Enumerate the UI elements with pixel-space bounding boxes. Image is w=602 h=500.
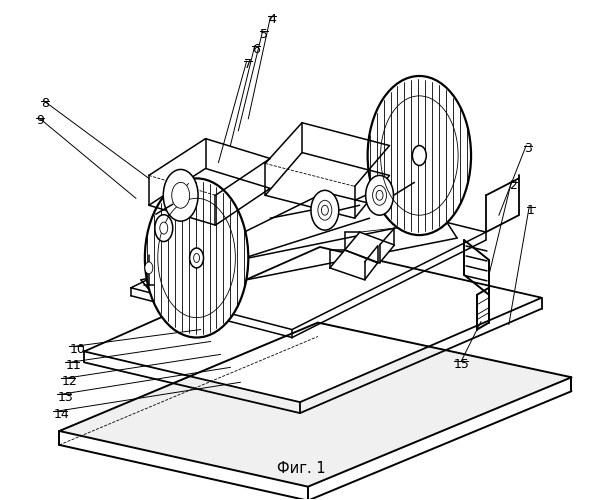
Text: 15: 15 (454, 358, 470, 371)
Text: 14: 14 (54, 408, 69, 420)
Text: 6: 6 (252, 42, 260, 56)
Text: 11: 11 (65, 359, 81, 372)
Text: Фиг. 1: Фиг. 1 (277, 462, 325, 476)
Ellipse shape (145, 178, 248, 338)
Text: 7: 7 (244, 58, 252, 70)
Text: 9: 9 (37, 114, 45, 127)
Ellipse shape (194, 254, 200, 262)
Text: 12: 12 (61, 375, 77, 388)
Text: 8: 8 (42, 98, 49, 110)
Ellipse shape (145, 262, 153, 274)
Text: 3: 3 (524, 142, 532, 155)
Polygon shape (149, 168, 270, 225)
Text: 5: 5 (260, 28, 268, 40)
Polygon shape (84, 247, 542, 402)
Text: 10: 10 (69, 343, 85, 356)
Ellipse shape (190, 248, 203, 268)
Ellipse shape (376, 190, 383, 200)
Polygon shape (330, 250, 377, 280)
Text: 2: 2 (509, 179, 517, 192)
Ellipse shape (368, 76, 471, 235)
Polygon shape (265, 152, 389, 218)
Ellipse shape (160, 222, 168, 234)
Ellipse shape (155, 214, 173, 242)
Ellipse shape (172, 182, 190, 208)
Polygon shape (60, 322, 571, 486)
Ellipse shape (321, 205, 328, 215)
Ellipse shape (365, 176, 394, 215)
Ellipse shape (318, 200, 332, 220)
Polygon shape (345, 232, 394, 263)
Text: 1: 1 (527, 204, 535, 216)
Ellipse shape (373, 186, 386, 205)
Text: 4: 4 (268, 13, 276, 26)
Ellipse shape (412, 146, 426, 166)
Ellipse shape (311, 190, 339, 230)
Ellipse shape (163, 170, 198, 221)
Polygon shape (131, 192, 486, 330)
Text: 13: 13 (57, 390, 73, 404)
